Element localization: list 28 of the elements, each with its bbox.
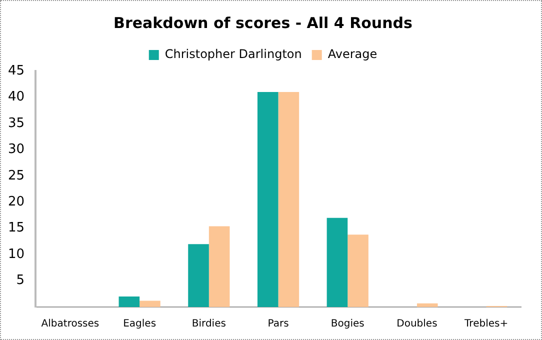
- y-tick-label: 30: [8, 142, 25, 158]
- y-tick-label: 10: [8, 246, 25, 262]
- bar: [257, 92, 278, 307]
- x-tick-label: Doubles: [396, 318, 438, 330]
- x-tick-label: Bogies: [330, 318, 364, 330]
- y-tick-label: 45: [8, 63, 25, 78]
- bar: [118, 296, 140, 307]
- y-tick-label: 15: [8, 220, 25, 236]
- x-tick-label: Pars: [268, 318, 289, 330]
- y-tick-label: 25: [8, 168, 25, 184]
- x-tick-label: Eagles: [123, 318, 156, 330]
- y-tick-label: 40: [8, 90, 25, 105]
- chart-title: Breakdown of scores - All 4 Rounds: [114, 14, 413, 32]
- y-tick-label: 35: [8, 116, 25, 131]
- bar: [208, 226, 230, 307]
- y-tick-label: 5: [16, 273, 25, 288]
- x-tick-label: Albatrosses: [41, 318, 100, 330]
- bar: [348, 234, 368, 307]
- legend-label: Christopher Darlington: [164, 47, 302, 62]
- x-tick-label: Birdies: [192, 318, 226, 330]
- x-tick-label: Trebles+: [464, 318, 508, 330]
- bar: [416, 303, 438, 307]
- bar: [188, 244, 209, 307]
- bar: [140, 300, 160, 307]
- bar: [326, 218, 348, 307]
- legend-label: Average: [328, 47, 378, 62]
- bar: [278, 92, 300, 307]
- y-tick-label: 20: [8, 194, 25, 210]
